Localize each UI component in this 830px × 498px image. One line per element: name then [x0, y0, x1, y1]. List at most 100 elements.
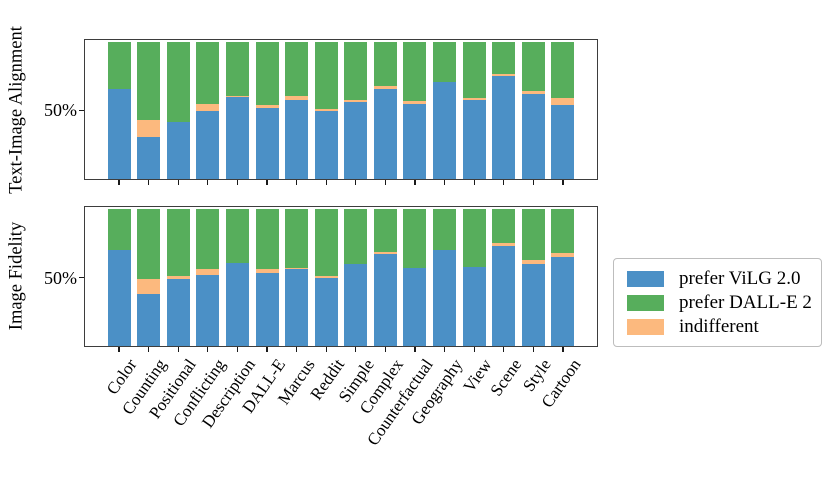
bar-segment — [462, 42, 486, 99]
bar-segment — [551, 105, 575, 179]
bar-segment — [107, 209, 131, 251]
bar-segment — [492, 42, 516, 74]
bar-marcus — [285, 209, 309, 346]
y-tick-label-50-bottom: 50% — [44, 268, 77, 288]
x-tick-mark — [295, 180, 298, 185]
bar-scene — [492, 209, 516, 346]
bar-segment — [551, 98, 575, 106]
bar-segment — [166, 278, 190, 346]
x-tick-mark — [118, 347, 120, 352]
bar-segment — [373, 209, 397, 252]
x-tick-mark — [147, 180, 150, 185]
bar-positional — [166, 209, 190, 346]
bar-conflicting — [196, 209, 220, 346]
bar-segment — [521, 259, 545, 264]
bar-segment — [196, 110, 220, 179]
y-axis-title-alignment: Text-Image Alignment — [6, 26, 27, 194]
bar-segment — [196, 42, 220, 104]
bar-segment — [137, 209, 161, 279]
bar-segment — [285, 269, 309, 346]
bar-conflicting — [196, 42, 220, 179]
bar-segment — [344, 263, 368, 346]
bar-segment — [196, 269, 220, 275]
bar-segment — [225, 96, 249, 179]
x-tick-mark — [562, 347, 564, 352]
bar-scene — [492, 42, 516, 179]
bar-reddit — [314, 209, 338, 346]
bar-segment — [166, 276, 190, 279]
legend-label: indifferent — [679, 316, 759, 337]
bar-segment — [196, 274, 220, 346]
bar-cartoon — [551, 42, 575, 179]
bar-dall-e — [255, 209, 279, 346]
alignment-panel — [84, 39, 598, 180]
bar-segment — [373, 254, 397, 346]
y-tick-mark-top — [79, 110, 84, 112]
bar-segment — [137, 293, 161, 346]
bar-style — [521, 209, 545, 346]
bar-dall-e — [255, 42, 279, 179]
x-tick-mark — [177, 180, 179, 185]
bar-segment — [255, 105, 279, 108]
bar-segment — [255, 107, 279, 179]
bar-segment — [166, 209, 190, 277]
bar-segment — [521, 263, 545, 346]
bar-segment — [433, 209, 457, 251]
legend: prefer ViLG 2.0 prefer DALL-E 2 indiffer… — [613, 258, 822, 347]
y-tick-mark-bottom — [79, 277, 84, 279]
bar-segment — [492, 209, 516, 244]
bar-segment — [551, 42, 575, 99]
bar-segment — [373, 85, 397, 89]
bar-segment — [314, 276, 338, 278]
bar-cartoon — [551, 209, 575, 346]
x-tick-mark — [325, 180, 327, 185]
x-tick-mark — [355, 347, 357, 352]
bar-segment — [373, 42, 397, 86]
x-tick-mark — [503, 347, 505, 352]
x-tick-mark — [266, 347, 268, 352]
bar-description — [225, 209, 249, 346]
legend-label: prefer DALL-E 2 — [679, 292, 812, 313]
x-tick-mark — [503, 180, 505, 185]
bar-reddit — [314, 42, 338, 179]
x-tick-mark — [384, 180, 387, 185]
bar-segment — [373, 88, 397, 179]
x-tick-label-scene: Scene — [486, 355, 526, 400]
fidelity-panel — [84, 206, 598, 347]
bar-color — [107, 42, 131, 179]
legend-label: prefer ViLG 2.0 — [679, 268, 801, 289]
legend-item-vilg: prefer ViLG 2.0 — [627, 268, 815, 289]
bar-segment — [107, 42, 131, 89]
x-tick-mark — [562, 180, 564, 185]
fidelity-bars — [85, 207, 597, 346]
x-tick-mark — [207, 180, 209, 185]
bar-geography — [433, 42, 457, 179]
bar-segment — [196, 209, 220, 270]
bar-segment — [344, 102, 368, 179]
bar-segment — [314, 277, 338, 346]
bar-segment — [314, 209, 338, 277]
bar-complex — [373, 42, 397, 179]
bar-segment — [314, 110, 338, 179]
bar-segment — [344, 99, 368, 103]
x-tick-mark — [384, 347, 387, 352]
bar-segment — [403, 267, 427, 346]
bar-segment — [403, 103, 427, 179]
bar-segment — [137, 42, 161, 121]
dalle-color-swatch — [627, 294, 664, 311]
bar-segment — [225, 95, 249, 97]
bar-segment — [551, 257, 575, 346]
x-tick-mark — [473, 180, 475, 185]
x-tick-mark — [414, 180, 416, 185]
x-tick-mark — [443, 180, 446, 185]
x-tick-mark — [236, 347, 239, 352]
bar-segment — [403, 209, 427, 268]
bar-segment — [225, 42, 249, 96]
x-tick-mark — [118, 180, 120, 185]
bar-segment — [403, 42, 427, 101]
indifferent-color-swatch — [627, 318, 664, 335]
bar-counting — [137, 209, 161, 346]
x-tick-mark — [355, 180, 357, 185]
bar-segment — [255, 273, 279, 346]
bar-segment — [314, 42, 338, 110]
